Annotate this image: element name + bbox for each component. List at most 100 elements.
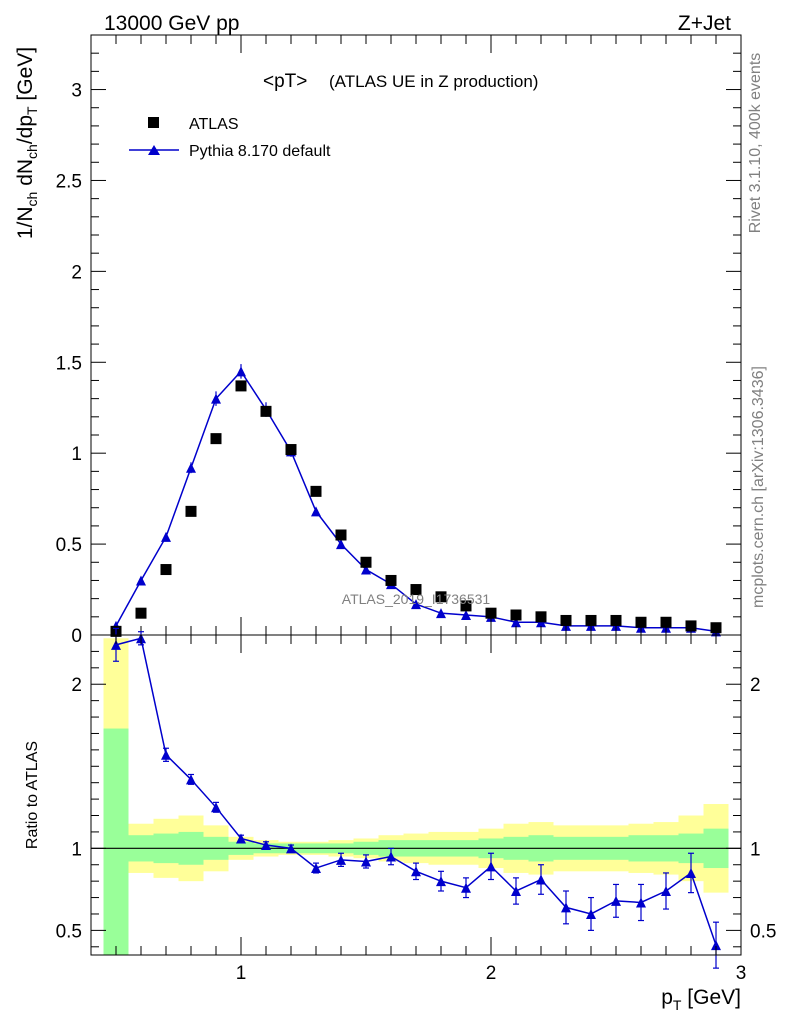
atlas-point xyxy=(335,529,347,541)
ratio-point xyxy=(561,902,571,913)
atlas-point xyxy=(210,433,222,445)
atlas-point xyxy=(410,584,422,596)
header-right: Z+Jet xyxy=(678,12,731,35)
ratio-point xyxy=(661,886,671,896)
bottom-y-tick-label-right: 2 xyxy=(750,675,761,696)
top-y-axis-label: 1/Nch dNch/dpT [GeV] xyxy=(14,47,40,239)
pythia-point xyxy=(461,610,471,620)
atlas-point xyxy=(135,607,147,619)
atlas-point xyxy=(235,380,247,392)
legend-label-pythia: Pythia 8.170 default xyxy=(189,143,331,160)
ratio-point xyxy=(711,940,721,951)
atlas-point xyxy=(435,591,447,603)
atlas-point xyxy=(310,485,322,497)
bottom-y-tick-label: 0.5 xyxy=(56,921,82,942)
atlas-point xyxy=(510,609,522,621)
atlas-point xyxy=(560,614,572,626)
top-y-tick-label: 0.5 xyxy=(56,535,82,556)
pythia-point xyxy=(511,617,521,628)
bottom-y-tick-label: 2 xyxy=(71,675,82,696)
x-tick-label: 2 xyxy=(486,963,497,984)
bottom-plot-marks xyxy=(111,627,721,969)
atlas-point xyxy=(635,616,647,628)
bottom-y-axis-label: Ratio to ATLAS xyxy=(24,741,41,849)
x-axis-label: pT [GeV] xyxy=(661,986,741,1013)
pythia-point xyxy=(411,599,421,610)
pythia-point xyxy=(311,506,321,517)
bottom-y-tick-label-right: 0.5 xyxy=(750,921,776,942)
ratio-point xyxy=(186,774,196,785)
atlas-point xyxy=(460,600,472,612)
atlas-point xyxy=(660,616,672,628)
pythia-point xyxy=(186,462,196,473)
top-y-tick-label: 0 xyxy=(71,626,82,647)
ratio-point xyxy=(511,886,521,896)
top-y-tick-label: 2.5 xyxy=(56,171,82,192)
ratio-point xyxy=(486,861,496,872)
atlas-point xyxy=(185,505,197,517)
mcplots-label: mcplots.cern.ch [arXiv:1306.3436] xyxy=(750,366,767,608)
pythia-point xyxy=(136,575,146,586)
rivet-label: Rivet 3.1.10, 400k events xyxy=(747,53,764,234)
inner-band-segment xyxy=(103,728,129,955)
ratio-point xyxy=(461,882,471,893)
top-plot-marks xyxy=(110,364,722,637)
bottom-x-ticks: 1 2 3 xyxy=(115,635,747,984)
chart-title-sub: (ATLAS UE in Z production) xyxy=(329,72,538,91)
ratio-point xyxy=(311,863,321,874)
analysis-watermark: ATLAS_2019_I1736531 xyxy=(342,591,491,607)
x-tick-label: 3 xyxy=(736,963,747,984)
top-y-tick-label: 1.5 xyxy=(56,353,82,374)
ratio-point xyxy=(336,854,346,865)
atlas-point xyxy=(385,574,397,586)
atlas-point xyxy=(360,556,372,568)
pythia-point xyxy=(361,564,371,575)
atlas-point xyxy=(535,611,547,623)
bottom-y-ticks: 0.5 0.5 1 1 2 2 xyxy=(56,650,776,948)
uncertainty-bands xyxy=(103,638,729,955)
atlas-point xyxy=(160,564,172,576)
ratio-point xyxy=(386,851,396,862)
atlas-point xyxy=(260,405,272,417)
pythia-point xyxy=(336,539,346,550)
top-y-tick-label: 3 xyxy=(71,81,82,102)
ratio-point xyxy=(536,874,546,885)
ratio-point xyxy=(586,908,596,919)
x-tick-label: 1 xyxy=(236,963,247,984)
header-left: 13000 GeV pp xyxy=(104,12,239,35)
bottom-y-tick-label: 1 xyxy=(71,839,82,860)
ratio-line xyxy=(115,637,717,946)
legend-marker-atlas xyxy=(148,117,159,128)
atlas-point xyxy=(585,614,597,626)
ratio-point xyxy=(411,866,421,877)
top-x-ticks xyxy=(115,35,742,635)
bottom-y-tick-label-right: 1 xyxy=(750,839,761,860)
ratio-point xyxy=(236,833,246,844)
atlas-point xyxy=(285,444,297,456)
legend-label-atlas: ATLAS xyxy=(189,116,239,133)
top-y-tick-label: 1 xyxy=(71,444,82,465)
pythia-point xyxy=(236,366,246,377)
top-y-tick-label: 2 xyxy=(71,262,82,283)
pythia-point xyxy=(211,393,221,404)
legend-marker-pythia xyxy=(148,145,160,155)
ratio-point xyxy=(611,895,621,906)
pythia-point xyxy=(161,531,171,542)
ratio-point xyxy=(261,840,271,851)
chart-title-main: <pT> xyxy=(263,71,307,92)
top-panel: 0 0.5 1 1.5 2 2.5 3 ATLAS_2019_I1736531 <pT> (… xyxy=(14,34,742,647)
pythia-point xyxy=(436,608,446,619)
ratio-point xyxy=(686,867,696,878)
atlas-point xyxy=(485,607,497,619)
ratio-point xyxy=(211,802,221,813)
atlas-point xyxy=(610,614,622,626)
ratio-point xyxy=(286,843,296,854)
ratio-point xyxy=(436,876,446,887)
atlas-point xyxy=(685,620,697,632)
ratio-point xyxy=(361,856,371,867)
ratio-point xyxy=(161,749,171,760)
top-y-ticks: 0 0.5 1 1.5 2 2.5 3 xyxy=(56,52,741,647)
bottom-panel: 0.5 0.5 1 1 2 2 1 2 3 Ratio to ATLAS pT [GeV] xyxy=(24,627,776,1013)
ratio-point xyxy=(111,639,121,650)
